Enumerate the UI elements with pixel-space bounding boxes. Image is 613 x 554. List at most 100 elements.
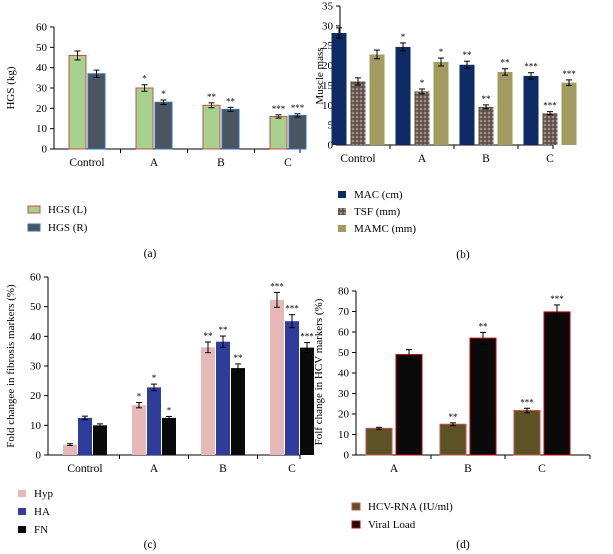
significance-label: ** bbox=[463, 50, 473, 60]
y-tick-label: 30 bbox=[30, 361, 42, 373]
legend-swatch bbox=[351, 502, 361, 511]
bar bbox=[542, 113, 558, 145]
bar bbox=[365, 427, 393, 456]
bar bbox=[350, 81, 366, 145]
y-axis-label: Muscle mass bbox=[314, 47, 326, 104]
y-tick-label: 15 bbox=[322, 80, 334, 92]
bar bbox=[561, 82, 577, 145]
bar bbox=[395, 354, 423, 456]
x-tick-label: A bbox=[150, 157, 159, 169]
bar bbox=[202, 104, 221, 150]
bar bbox=[63, 444, 77, 455]
y-tick-label: 30 bbox=[36, 83, 48, 95]
significance-label: ** bbox=[234, 353, 244, 363]
y-tick-label: 60 bbox=[36, 22, 48, 34]
y-axis-label: Folf change in HCV markers (%) bbox=[313, 298, 325, 445]
y-tick-label: 70 bbox=[338, 306, 350, 318]
bar bbox=[216, 341, 230, 455]
panel-label: (a) bbox=[144, 248, 157, 260]
bar bbox=[288, 114, 307, 150]
y-tick-label: 25 bbox=[322, 40, 334, 52]
panel-label: (d) bbox=[456, 539, 470, 551]
significance-label: *** bbox=[291, 103, 305, 113]
chart-panel-3: 0 10 20 30 40 50 60 Fold changee in fibrosis ma… bbox=[5, 272, 314, 552]
significance-label: ** bbox=[207, 92, 217, 102]
significance-label: *** bbox=[550, 294, 564, 304]
x-tick-label: C bbox=[546, 153, 554, 165]
bar bbox=[433, 61, 449, 145]
legend-label: HGS (L) bbox=[48, 204, 87, 216]
bar bbox=[497, 71, 513, 145]
legend-label: MAC (cm) bbox=[354, 189, 403, 201]
bar bbox=[132, 405, 146, 455]
y-tick-label: 0 bbox=[328, 140, 334, 152]
x-tick-label: A bbox=[150, 463, 159, 475]
legend-label: MAMC (mm) bbox=[354, 223, 416, 235]
x-tick-label: B bbox=[482, 153, 490, 165]
y-tick-label: 20 bbox=[322, 60, 334, 72]
significance-label: ** bbox=[479, 321, 489, 331]
x-tick-label: A bbox=[418, 153, 427, 165]
x-tick-label: B bbox=[219, 463, 227, 475]
bar bbox=[135, 87, 154, 150]
bar bbox=[331, 33, 347, 145]
significance-label: *** bbox=[524, 62, 538, 72]
bar bbox=[469, 337, 497, 456]
significance-label: *** bbox=[285, 304, 299, 314]
y-tick-label: 0 bbox=[42, 144, 48, 156]
y-tick-label: 80 bbox=[338, 286, 350, 298]
bar bbox=[78, 417, 92, 455]
bar bbox=[154, 101, 173, 150]
significance-label: * bbox=[420, 78, 425, 88]
y-tick-label: 20 bbox=[30, 390, 42, 402]
bar bbox=[439, 423, 467, 456]
y-tick-label: 5 bbox=[328, 120, 334, 132]
bar bbox=[221, 108, 240, 150]
significance-label: *** bbox=[300, 332, 314, 342]
bar bbox=[513, 410, 541, 456]
bar bbox=[270, 299, 284, 455]
y-tick-label: 10 bbox=[338, 429, 350, 441]
y-tick-label: 10 bbox=[30, 420, 42, 432]
y-tick-label: 10 bbox=[36, 123, 48, 135]
significance-label: ** bbox=[204, 331, 214, 341]
significance-label: *** bbox=[543, 101, 557, 111]
significance-label: *** bbox=[270, 281, 284, 291]
significance-label: *** bbox=[520, 397, 534, 407]
significance-label: * bbox=[152, 373, 157, 383]
y-tick-label: 40 bbox=[30, 331, 42, 343]
bar bbox=[478, 106, 494, 145]
y-axis-label: Fold changee in fibrosis markers (%) bbox=[5, 284, 17, 448]
legend-swatch bbox=[27, 223, 41, 232]
x-tick-label: C bbox=[284, 157, 292, 169]
y-tick-label: 30 bbox=[322, 20, 334, 32]
legend-swatch bbox=[338, 191, 346, 198]
legend-swatch bbox=[351, 520, 361, 529]
panel-label: (c) bbox=[144, 539, 157, 551]
legend-swatch bbox=[18, 490, 26, 497]
significance-label: *** bbox=[272, 104, 286, 114]
significance-label: ** bbox=[501, 58, 511, 68]
significance-label: * bbox=[142, 74, 147, 84]
legend-swatch bbox=[338, 208, 346, 215]
y-tick-label: 60 bbox=[30, 272, 42, 284]
bar bbox=[395, 46, 411, 145]
bar bbox=[147, 387, 161, 455]
y-tick-label: 40 bbox=[36, 62, 48, 74]
chart-panel-4: 0 10 20 30 40 50 60 70 80 Folf change in HCV mark… bbox=[313, 286, 591, 551]
significance-label: * bbox=[167, 405, 172, 415]
x-tick-label: Control bbox=[69, 157, 104, 169]
x-tick-label: C bbox=[538, 463, 546, 475]
y-tick-label: 20 bbox=[338, 409, 350, 421]
y-tick-label: 40 bbox=[338, 368, 350, 380]
significance-label: * bbox=[161, 89, 166, 99]
bar bbox=[300, 347, 314, 455]
y-tick-label: 30 bbox=[338, 388, 350, 400]
bar bbox=[285, 321, 299, 455]
legend-label: FN bbox=[34, 524, 48, 536]
bar bbox=[93, 425, 107, 455]
y-tick-label: 0 bbox=[344, 450, 350, 462]
